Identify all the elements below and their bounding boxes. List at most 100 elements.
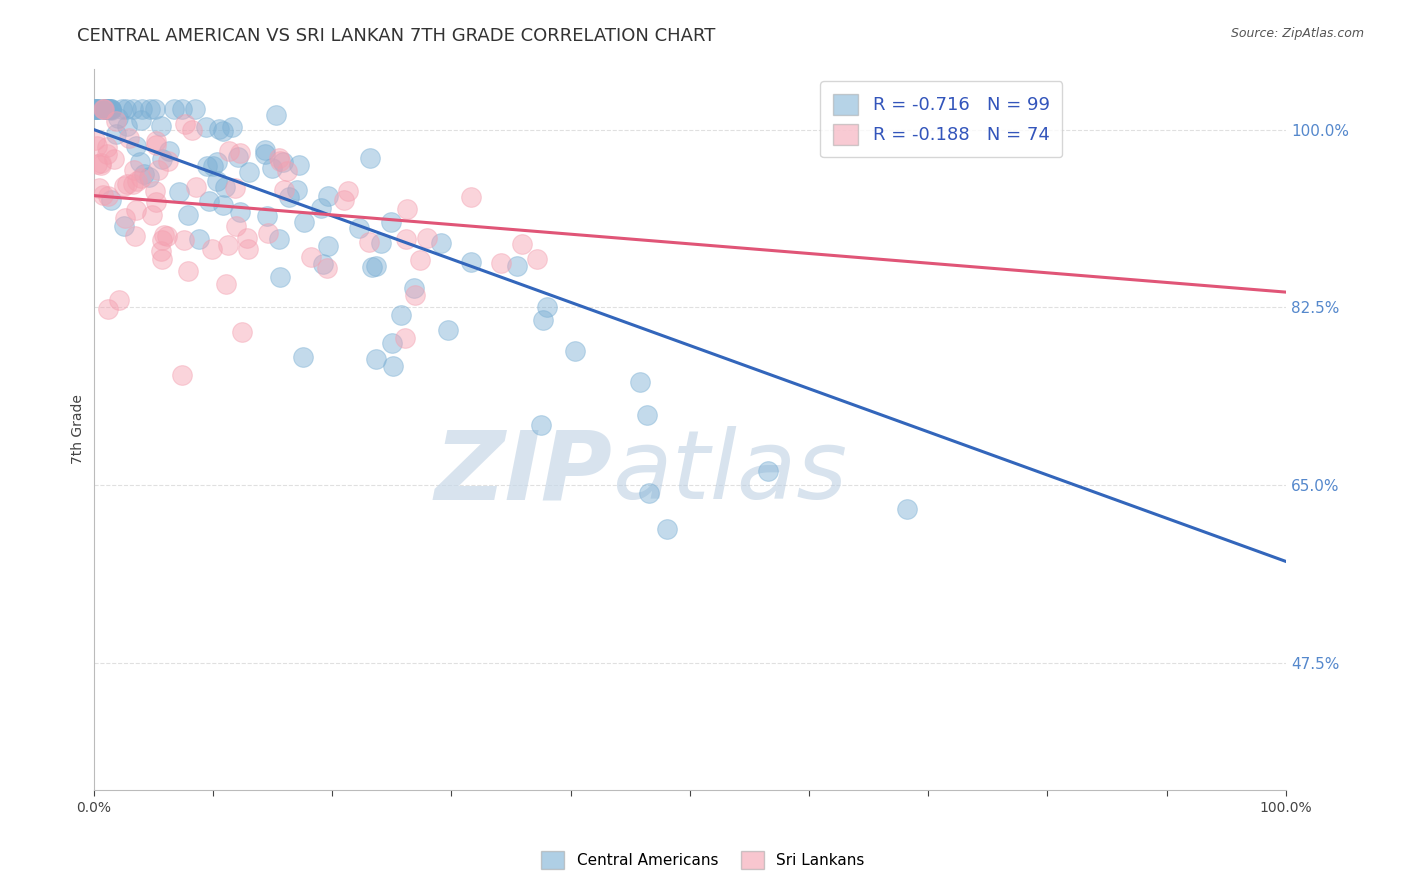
Point	[460, 255, 482, 269]
Point	[184, 102, 207, 116]
Point	[96, 102, 118, 116]
Point	[90, 156, 112, 170]
Point	[104, 114, 127, 128]
Point	[195, 159, 218, 173]
Point	[107, 111, 129, 125]
Point	[100, 102, 122, 116]
Point	[131, 102, 153, 116]
Point	[212, 198, 235, 212]
Point	[117, 119, 139, 133]
Point	[148, 163, 170, 178]
Point	[93, 102, 115, 116]
Text: CENTRAL AMERICAN VS SRI LANKAN 7TH GRADE CORRELATION CHART: CENTRAL AMERICAN VS SRI LANKAN 7TH GRADE…	[77, 27, 716, 45]
Point	[395, 202, 418, 217]
Point	[381, 335, 404, 350]
Point	[337, 184, 360, 198]
Point	[366, 259, 388, 273]
Point	[264, 108, 287, 122]
Point	[381, 359, 404, 373]
Point	[145, 194, 167, 209]
Point	[215, 277, 238, 292]
Point	[105, 127, 128, 141]
Point	[129, 113, 152, 128]
Point	[489, 256, 512, 270]
Point	[153, 228, 176, 243]
Point	[315, 260, 337, 275]
Point	[108, 293, 131, 307]
Point	[287, 158, 309, 172]
Point	[415, 231, 437, 245]
Point	[96, 102, 118, 116]
Point	[257, 226, 280, 240]
Point	[309, 201, 332, 215]
Point	[526, 252, 548, 267]
Point	[370, 235, 392, 250]
Point	[127, 174, 149, 188]
Point	[93, 102, 115, 116]
Point	[229, 204, 252, 219]
Point	[530, 418, 553, 433]
Point	[278, 190, 301, 204]
Point	[112, 219, 135, 234]
Point	[238, 165, 260, 179]
Point	[150, 233, 173, 247]
Point	[628, 375, 651, 389]
Point	[87, 181, 110, 195]
Point	[163, 102, 186, 116]
Y-axis label: 7th Grade: 7th Grade	[72, 394, 86, 464]
Point	[117, 177, 139, 191]
Point	[267, 152, 290, 166]
Point	[316, 189, 339, 203]
Point	[125, 139, 148, 153]
Point	[103, 152, 125, 166]
Point	[285, 183, 308, 197]
Point	[156, 228, 179, 243]
Point	[409, 253, 432, 268]
Point	[228, 146, 250, 161]
Point	[128, 154, 150, 169]
Point	[226, 151, 249, 165]
Point	[359, 235, 381, 250]
Point	[167, 185, 190, 199]
Point	[150, 152, 173, 166]
Text: ZIP: ZIP	[434, 426, 612, 519]
Point	[214, 179, 236, 194]
Text: atlas: atlas	[612, 426, 848, 519]
Point	[122, 102, 145, 116]
Point	[91, 188, 114, 202]
Point	[506, 260, 529, 274]
Point	[236, 231, 259, 245]
Point	[254, 143, 277, 157]
Point	[238, 243, 260, 257]
Point	[510, 237, 533, 252]
Point	[364, 352, 387, 367]
Point	[172, 102, 194, 116]
Point	[84, 102, 107, 116]
Point	[100, 102, 122, 116]
Point	[96, 147, 118, 161]
Point	[86, 102, 108, 116]
Point	[150, 119, 173, 133]
Point	[97, 302, 120, 317]
Point	[205, 174, 228, 188]
Point	[316, 238, 339, 252]
Point	[96, 102, 118, 116]
Point	[83, 102, 105, 116]
Point	[172, 368, 194, 382]
Point	[97, 189, 120, 203]
Point	[299, 251, 322, 265]
Point	[198, 194, 221, 209]
Point	[271, 154, 294, 169]
Point	[292, 215, 315, 229]
Point	[141, 208, 163, 222]
Point	[217, 238, 239, 252]
Point	[361, 260, 384, 274]
Point	[359, 151, 381, 165]
Point	[87, 102, 110, 116]
Point	[139, 102, 162, 116]
Point	[269, 154, 291, 169]
Point	[145, 137, 167, 152]
Point	[118, 131, 141, 145]
Point	[115, 102, 138, 116]
Point	[253, 147, 276, 161]
